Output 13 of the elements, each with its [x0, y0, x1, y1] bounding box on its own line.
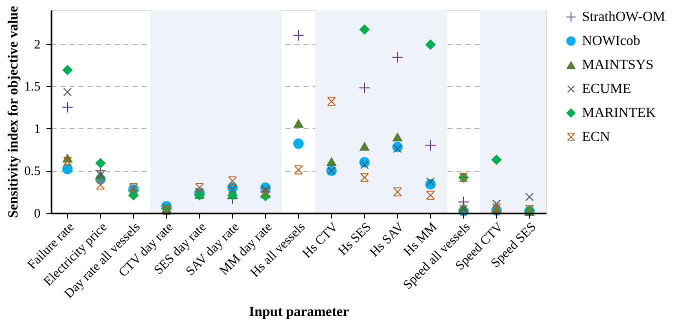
legend-label: MAINTSYS — [582, 58, 654, 73]
legend-label: MARINTEK — [582, 106, 656, 121]
legend-label: ECUME — [582, 82, 631, 97]
y-tick-label: 2 — [34, 36, 40, 52]
x-axis-title: Input parameter — [249, 304, 349, 320]
legend-label: ECN — [582, 130, 610, 145]
legend-label: StrathOW-OM — [582, 10, 666, 25]
y-axis-title: Sensitivity index for objective value — [6, 6, 22, 218]
y-tick-label: 0.5 — [24, 163, 40, 178]
y-tick-label: 1.5 — [24, 78, 40, 94]
y-tick-label: 0 — [34, 206, 40, 220]
y-tick-label: 1 — [34, 120, 40, 136]
legend-label: NOWIcob — [582, 34, 640, 49]
